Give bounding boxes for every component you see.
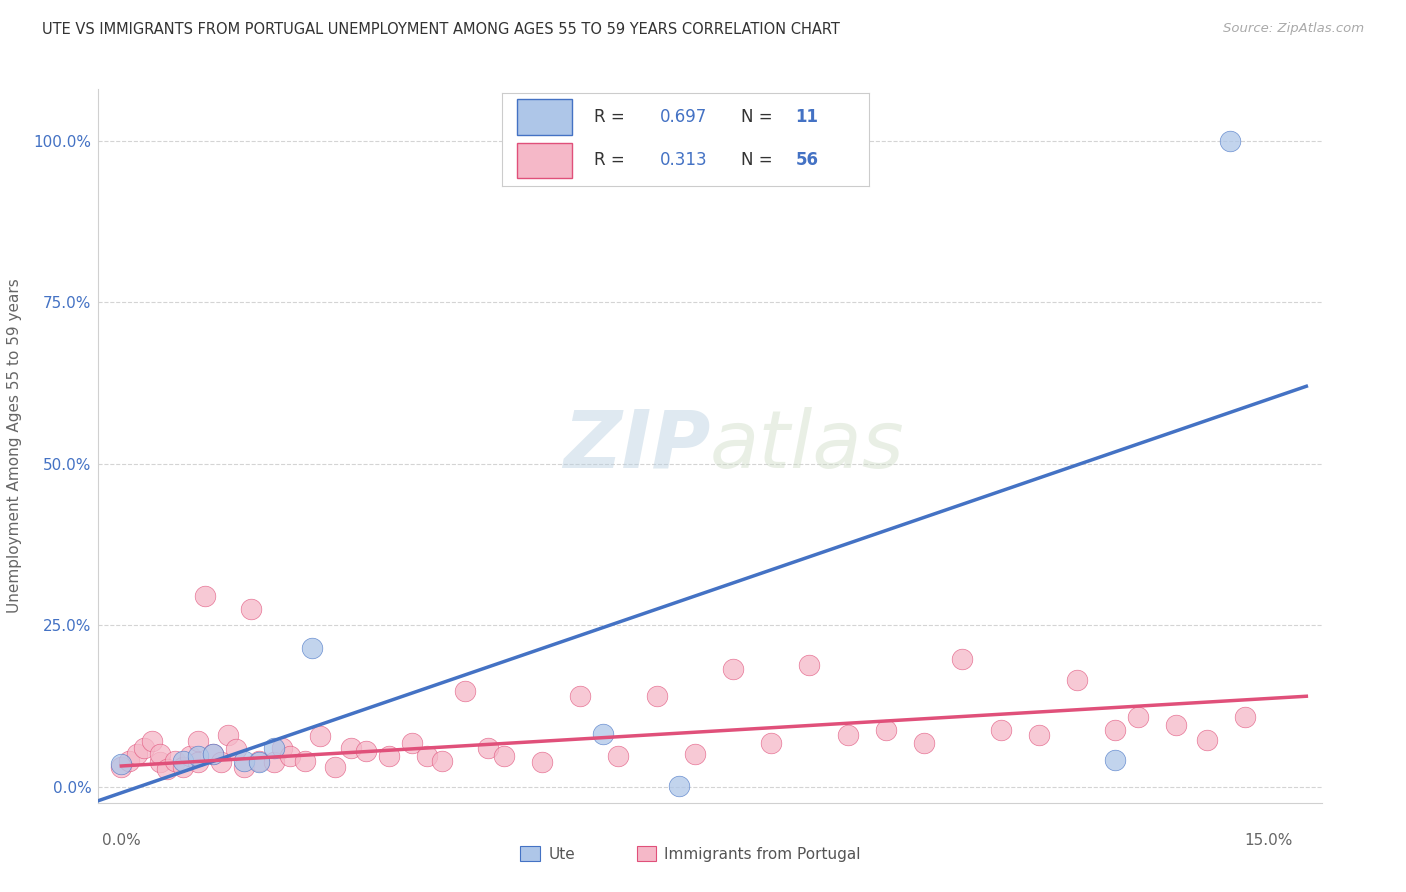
Text: ZIP: ZIP <box>562 407 710 485</box>
Text: Ute: Ute <box>548 847 575 862</box>
Point <box>225 742 247 756</box>
Point <box>1195 733 1218 747</box>
Point <box>149 747 172 762</box>
Point <box>263 755 285 769</box>
Point <box>454 684 477 698</box>
Point <box>247 755 270 769</box>
Point <box>1066 673 1088 687</box>
Point <box>990 723 1012 737</box>
Point <box>240 602 263 616</box>
Point <box>179 748 201 763</box>
Point <box>1128 710 1150 724</box>
Point <box>354 744 377 758</box>
Point <box>607 748 630 763</box>
Y-axis label: Unemployment Among Ages 55 to 59 years: Unemployment Among Ages 55 to 59 years <box>7 278 22 614</box>
Point <box>263 740 285 755</box>
Point <box>668 779 690 793</box>
Point <box>163 754 186 768</box>
Point <box>187 748 209 763</box>
Point <box>110 760 132 774</box>
Text: UTE VS IMMIGRANTS FROM PORTUGAL UNEMPLOYMENT AMONG AGES 55 TO 59 YEARS CORRELATI: UTE VS IMMIGRANTS FROM PORTUGAL UNEMPLOY… <box>42 22 839 37</box>
Point <box>301 640 323 655</box>
Point <box>492 748 515 763</box>
Point <box>270 740 294 755</box>
Point <box>1028 728 1050 742</box>
Point <box>592 727 614 741</box>
Point <box>339 740 361 755</box>
Text: Immigrants from Portugal: Immigrants from Portugal <box>664 847 860 862</box>
Point <box>1166 718 1188 732</box>
Point <box>1219 134 1241 148</box>
Text: atlas: atlas <box>710 407 905 485</box>
Point <box>202 747 225 762</box>
Point <box>232 754 254 768</box>
Point <box>759 736 782 750</box>
Point <box>950 652 973 666</box>
Point <box>378 748 401 763</box>
FancyBboxPatch shape <box>637 846 657 862</box>
Point <box>278 748 301 763</box>
Point <box>209 755 232 769</box>
Text: 0.0%: 0.0% <box>103 833 141 848</box>
Point <box>217 728 239 742</box>
Point <box>194 589 217 603</box>
Point <box>530 755 553 769</box>
Point <box>156 762 179 776</box>
Text: 15.0%: 15.0% <box>1244 833 1292 848</box>
Point <box>645 690 668 704</box>
Point <box>232 760 254 774</box>
Point <box>187 734 209 748</box>
Point <box>875 723 897 737</box>
Point <box>569 690 592 704</box>
Point <box>416 748 439 763</box>
Point <box>110 757 132 772</box>
Text: Source: ZipAtlas.com: Source: ZipAtlas.com <box>1223 22 1364 36</box>
Point <box>172 754 194 768</box>
FancyBboxPatch shape <box>520 846 540 862</box>
Point <box>125 747 148 762</box>
Point <box>432 754 454 768</box>
Point <box>149 755 172 769</box>
Point <box>309 729 332 743</box>
Point <box>118 754 141 768</box>
Point <box>172 760 194 774</box>
Point <box>202 747 225 762</box>
Point <box>325 760 347 774</box>
Point <box>401 736 423 750</box>
Point <box>912 736 935 750</box>
Point <box>721 662 744 676</box>
Point <box>1234 710 1257 724</box>
Point <box>187 755 209 769</box>
Point <box>799 658 821 673</box>
Point <box>141 734 163 748</box>
Point <box>294 754 316 768</box>
Point <box>837 728 859 742</box>
Point <box>247 754 270 768</box>
Point <box>134 740 156 755</box>
Point <box>1104 723 1126 737</box>
Point <box>477 740 499 755</box>
Point <box>1104 752 1126 766</box>
Point <box>683 747 706 762</box>
